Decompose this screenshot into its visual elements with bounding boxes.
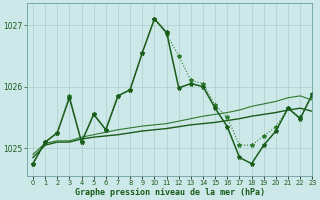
X-axis label: Graphe pression niveau de la mer (hPa): Graphe pression niveau de la mer (hPa) [75, 188, 265, 197]
